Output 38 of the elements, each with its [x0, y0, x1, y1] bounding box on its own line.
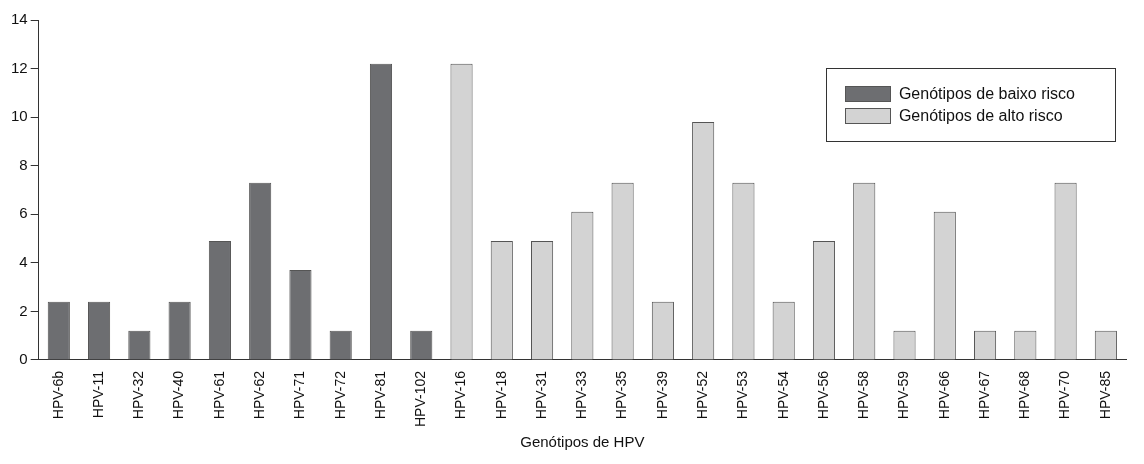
- x-tick-label: HPV-39: [653, 370, 670, 420]
- x-tick-label: HPV-62: [251, 370, 268, 420]
- x-tick-label: HPV-11: [89, 370, 106, 419]
- x-tick-label: HPV-56: [814, 370, 831, 420]
- y-tick-label: 14: [11, 10, 28, 28]
- x-tick-label: HPV-85: [1096, 370, 1113, 420]
- y-tick-label: 0: [19, 350, 28, 368]
- x-tick-label: HPV-16: [452, 370, 469, 420]
- x-tick-label: HPV-6b: [49, 370, 66, 420]
- y-tick-label: 10: [11, 107, 28, 125]
- x-tick-label: HPV-71: [291, 370, 308, 420]
- y-tick-label: 4: [19, 252, 28, 270]
- x-tick-label: HPV-53: [734, 370, 751, 420]
- y-tick-label: 2: [19, 301, 28, 319]
- x-tick-label: HPV-81: [371, 370, 388, 420]
- x-tick-label: HPV-102: [412, 370, 429, 428]
- y-tick-label: 8: [19, 155, 28, 173]
- x-tick-label: HPV-59: [895, 370, 912, 420]
- x-tick-label: HPV-33: [573, 370, 590, 420]
- x-tick-label: HPV-35: [613, 370, 630, 420]
- x-tick-label: HPV-67: [975, 370, 992, 420]
- x-tick-label: HPV-70: [1056, 370, 1073, 420]
- x-tick-label: HPV-54: [774, 370, 791, 420]
- x-tick-label: HPV-32: [130, 370, 147, 420]
- x-tick-label: HPV-61: [210, 370, 227, 420]
- x-tick-label: HPV-68: [1016, 370, 1033, 420]
- x-tick-label: HPV-40: [170, 370, 187, 420]
- x-tick-label: HPV-31: [532, 370, 549, 420]
- x-axis-title: Genótipos de HPV: [520, 433, 645, 451]
- y-tick-label: 12: [11, 58, 28, 76]
- x-tick-label: HPV-52: [694, 370, 711, 420]
- y-tick-label: 6: [19, 204, 28, 222]
- x-tick-label: HPV-18: [492, 370, 509, 420]
- x-tick-label: HPV-58: [855, 370, 872, 420]
- legend-label: Genótipos de alto risco: [898, 107, 1063, 125]
- x-tick-label: HPV-72: [331, 370, 348, 420]
- legend-label: Genótipos de baixo risco: [898, 85, 1075, 103]
- x-tick-label: HPV-66: [935, 370, 952, 420]
